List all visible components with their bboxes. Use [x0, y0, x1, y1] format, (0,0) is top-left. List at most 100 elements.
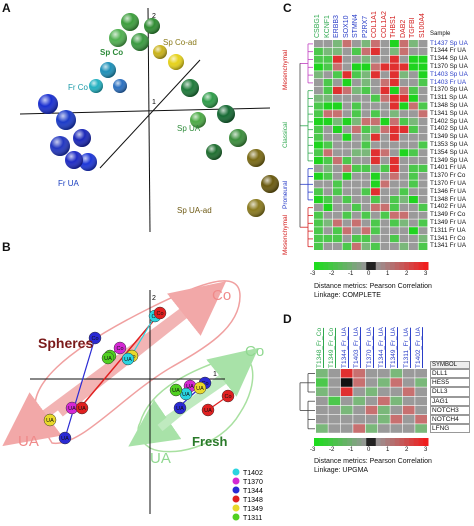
heat-cell	[342, 227, 352, 235]
scale-swatch	[394, 438, 400, 446]
row-label: T1311 Fr UA	[430, 226, 466, 234]
heat-cell	[323, 211, 333, 219]
label-fr-co: Fr Co	[68, 83, 89, 92]
svg-text:T1370: T1370	[243, 479, 263, 486]
heat-cell	[333, 211, 342, 219]
heat-cell	[418, 125, 428, 133]
heat-cell	[333, 71, 342, 79]
heat-cell	[380, 157, 390, 165]
svg-text:T1348: T1348	[243, 497, 263, 504]
scale-swatch	[394, 262, 400, 270]
heat-cell	[399, 242, 409, 250]
scale-swatch	[371, 438, 377, 446]
heat-cell	[314, 110, 323, 118]
heat-cell	[371, 157, 380, 165]
heat-cell	[399, 149, 409, 157]
point-t1311-ua: UA	[169, 383, 183, 397]
heat-cell	[342, 125, 352, 133]
heat-cell	[323, 172, 333, 180]
svg-text:UA: UA	[172, 388, 180, 394]
heat-cell	[380, 71, 390, 79]
heat-cell	[352, 235, 361, 243]
svg-text:T1311: T1311	[243, 515, 262, 522]
heat-cell	[390, 235, 399, 243]
heat-cell	[353, 378, 365, 387]
heat-cell	[409, 47, 418, 55]
heat-cell	[371, 149, 380, 157]
heat-cell	[333, 188, 342, 196]
heat-cell	[418, 196, 428, 204]
heat-cell	[399, 118, 409, 126]
heat-cell	[390, 125, 399, 133]
heat-cell	[342, 172, 352, 180]
heat-cell	[333, 40, 342, 48]
heat-cell	[371, 63, 380, 71]
heat-cell	[352, 141, 361, 149]
scale-swatch	[371, 262, 377, 270]
heat-cell	[371, 219, 380, 227]
axis-1-label: 1	[213, 371, 217, 378]
panel-a-pca-3d: 2 1 Sp Co Sp Co-ad Fr Co Sp UA Fr UA Sp …	[19, 7, 279, 233]
co-arrow-fresh	[157, 347, 259, 432]
heat-cell	[380, 219, 390, 227]
heat-cell	[409, 211, 418, 219]
ua-label-fresh: UA	[150, 450, 171, 467]
heat-cell	[314, 47, 323, 55]
heat-cell	[399, 55, 409, 63]
row-label: T1349 Fr UA	[430, 218, 467, 226]
heat-cell	[361, 141, 371, 149]
scale-swatch	[390, 438, 396, 446]
color-scale-bar	[314, 438, 429, 446]
heat-cell	[390, 415, 403, 424]
heat-cell	[314, 227, 323, 235]
heat-cell	[399, 47, 409, 55]
heat-cell	[409, 164, 418, 172]
heat-cell	[380, 94, 390, 102]
heat-cell	[371, 235, 380, 243]
heat-cell	[418, 203, 428, 211]
row-label: T1437 Sp UA	[430, 39, 468, 47]
scale-swatch	[404, 438, 410, 446]
sphere-frco-1	[89, 79, 103, 93]
heat-cell	[333, 157, 342, 165]
heat-cell	[390, 110, 399, 118]
svg-text:UA: UA	[196, 386, 204, 392]
sphere-frco-0	[100, 62, 116, 78]
heat-cell	[323, 118, 333, 126]
heat-cell	[333, 180, 342, 188]
heat-cell	[390, 369, 403, 378]
heat-cell	[371, 118, 380, 126]
heat-cell	[371, 211, 380, 219]
heat-cell	[323, 110, 333, 118]
heat-cell	[323, 196, 333, 204]
heat-cell	[380, 242, 390, 250]
heat-cell	[390, 164, 399, 172]
heat-cell	[333, 141, 342, 149]
heat-cell	[333, 149, 342, 157]
co-label-fresh: Co	[245, 343, 264, 360]
scale-tick: 2	[405, 447, 409, 453]
heat-cell	[418, 242, 428, 250]
heat-cell	[380, 125, 390, 133]
heat-cell	[409, 141, 418, 149]
heat-cell	[402, 387, 415, 396]
column-label-col1a1: COL1A1	[371, 11, 378, 38]
heat-cell	[323, 219, 333, 227]
heat-cell	[333, 118, 342, 126]
heat-cell	[333, 235, 342, 243]
heat-cell	[390, 63, 399, 71]
heat-cell	[361, 63, 371, 71]
heat-cell	[323, 79, 333, 87]
legend-t1344: T1344	[232, 486, 263, 495]
scale-swatch	[409, 438, 415, 446]
heat-cell	[371, 242, 380, 250]
scale-tick: 1	[386, 271, 390, 277]
linkage-text: Linkage: UPGMA	[314, 467, 369, 474]
heat-cell	[352, 71, 361, 79]
heat-cell	[371, 203, 380, 211]
heat-cell	[371, 180, 380, 188]
heat-cell	[314, 188, 323, 196]
point-t1311-ua: UA	[101, 351, 115, 365]
sphere-spua-0	[181, 79, 199, 97]
heat-cell	[342, 203, 352, 211]
